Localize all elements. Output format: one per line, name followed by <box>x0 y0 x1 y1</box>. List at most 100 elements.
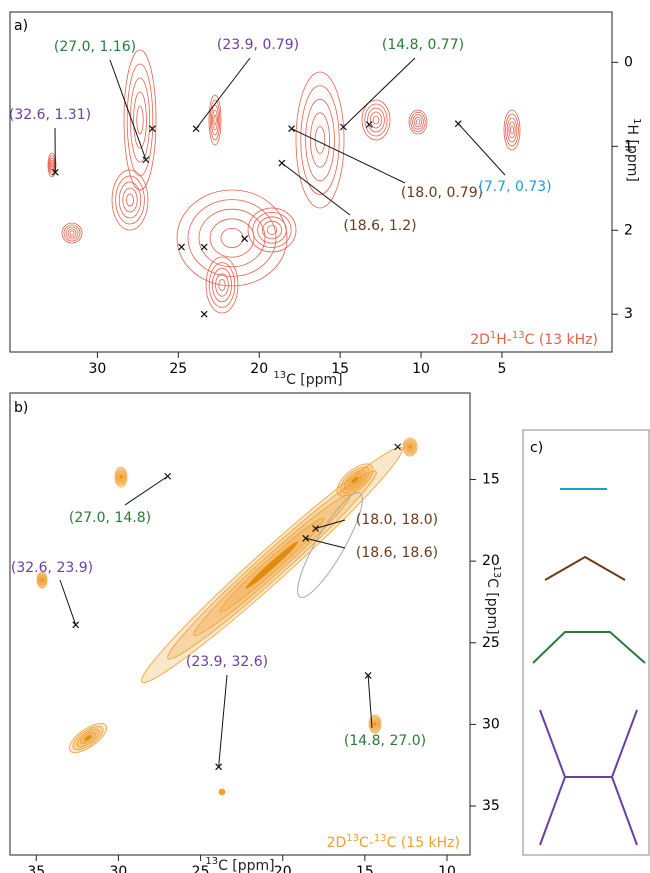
x-tick-label: 15 <box>331 361 349 377</box>
superscript: 13 <box>273 370 286 381</box>
contour <box>208 94 222 146</box>
contour <box>505 113 519 147</box>
contour <box>408 444 412 450</box>
spectrum-note: 2D13C-13C (15 kHz) <box>327 833 460 851</box>
x-tick-label: 30 <box>110 864 128 873</box>
peak-marker <box>215 763 223 771</box>
fragment <box>532 631 646 664</box>
contour <box>413 116 422 128</box>
contour <box>209 218 255 258</box>
contour <box>210 104 219 136</box>
note-text: H- <box>496 332 512 348</box>
note-text: 2D <box>327 835 347 851</box>
x-tick-label: 30 <box>88 361 106 377</box>
contour <box>300 85 340 195</box>
annotation: (18.6, 1.2) <box>343 218 416 234</box>
contour <box>369 111 382 129</box>
y-tick-label: 0 <box>624 54 633 70</box>
label-text: H [ppm] <box>624 125 640 182</box>
superscript: 1 <box>631 118 642 124</box>
contour <box>126 63 154 177</box>
contour <box>410 112 426 133</box>
y-tick-label: 25 <box>482 635 500 651</box>
contour <box>69 230 75 236</box>
fragment <box>539 709 638 846</box>
contour <box>350 476 360 484</box>
contour <box>305 98 335 182</box>
x-tick-label: 5 <box>497 361 506 377</box>
y-tick-label: 20 <box>482 553 500 569</box>
annotation-leader <box>59 579 77 625</box>
superscript: 13 <box>512 330 525 341</box>
x-tick-label: 10 <box>438 864 456 873</box>
note-text: C (13 kHz) <box>525 332 598 348</box>
contour <box>220 227 244 248</box>
annotation: (32.6, 1.31) <box>9 107 91 123</box>
contour <box>119 474 123 480</box>
contour <box>266 225 278 235</box>
contour <box>367 107 385 133</box>
contour <box>187 199 277 277</box>
contour <box>261 220 282 240</box>
annotation: (23.9, 32.6) <box>186 654 268 670</box>
panel-label: c) <box>530 440 543 456</box>
annotation: (23.9, 0.79) <box>217 37 299 53</box>
x-tick-label: 25 <box>169 361 187 377</box>
contour <box>126 193 135 207</box>
annotation-leader <box>218 674 228 767</box>
annotation: (27.0, 14.8) <box>69 510 151 526</box>
peak-marker <box>241 235 249 243</box>
annotation-leader <box>124 475 168 506</box>
annotation-leader <box>343 57 416 128</box>
contour <box>245 541 299 589</box>
contour <box>509 125 514 135</box>
contour <box>213 114 217 126</box>
contour <box>503 109 521 151</box>
contour <box>61 222 83 244</box>
contour <box>123 49 157 191</box>
annotation-leader <box>281 162 351 216</box>
fragment <box>544 555 626 581</box>
y-tick-label: 35 <box>482 798 500 814</box>
contour <box>198 208 266 268</box>
plot-frame <box>9 11 613 353</box>
note-text: 2D <box>470 332 490 348</box>
contour <box>508 121 516 139</box>
annotation: (18.0, 18.0) <box>356 512 438 528</box>
contour <box>408 109 428 135</box>
contour <box>115 175 145 225</box>
superscript: 13 <box>346 833 359 844</box>
contour <box>205 256 239 314</box>
contour <box>373 721 377 727</box>
contour <box>129 77 150 163</box>
peak-marker <box>365 121 373 128</box>
x-tick-label: 35 <box>27 864 45 873</box>
peak-marker <box>200 310 208 318</box>
annotation: (7.7, 0.73) <box>478 179 551 195</box>
y-tick-label: 15 <box>482 472 500 488</box>
contour <box>252 211 292 248</box>
annotation-leader <box>305 537 346 549</box>
contour <box>49 157 55 173</box>
contour <box>415 119 421 125</box>
contour <box>50 162 54 168</box>
contour <box>257 216 287 244</box>
contour <box>208 262 236 308</box>
y-tick-label: 2 <box>624 222 633 238</box>
plot-frame <box>9 392 471 856</box>
annotation: (14.8, 27.0) <box>344 733 426 749</box>
annotation-leader <box>457 123 506 176</box>
note-text: C (15 kHz) <box>387 835 460 851</box>
peak-marker <box>312 525 319 532</box>
contour <box>361 99 391 141</box>
x-tick-label: 25 <box>192 864 210 873</box>
annotation: (32.6, 23.9) <box>11 560 93 576</box>
axis-label: 1H [ppm] <box>624 118 642 182</box>
annotation: (18.6, 18.6) <box>356 545 438 561</box>
contour <box>412 114 424 130</box>
contour <box>297 492 363 598</box>
panel-label: b) <box>14 400 28 416</box>
contour <box>212 109 218 131</box>
contour <box>247 207 297 253</box>
